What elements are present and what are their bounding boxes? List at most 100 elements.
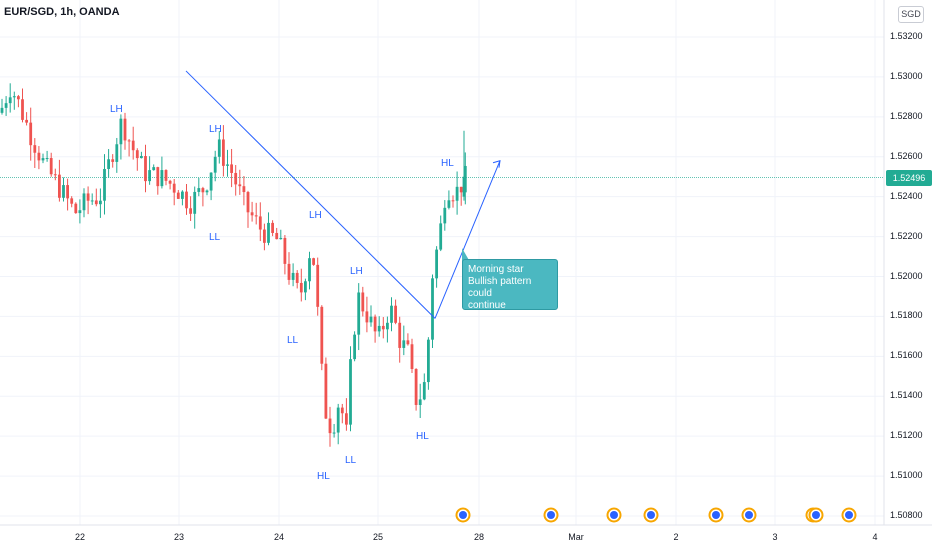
candle-body <box>152 167 156 171</box>
swing-label: HL <box>441 157 454 169</box>
candle <box>21 88 24 123</box>
candle-body <box>90 200 94 202</box>
candle <box>140 151 143 159</box>
event-marker[interactable] <box>543 507 559 523</box>
event-marker-core <box>712 511 720 519</box>
event-marker-core <box>647 511 655 519</box>
candle <box>127 138 131 157</box>
candle-body <box>418 399 422 405</box>
candle <box>74 202 78 214</box>
candle-body <box>390 305 393 323</box>
candle <box>267 212 270 246</box>
candle <box>17 94 20 108</box>
candle <box>115 137 119 173</box>
candle <box>25 112 28 126</box>
candle-body <box>181 191 184 199</box>
candle-body <box>283 237 287 264</box>
candle <box>234 165 238 196</box>
candle-body <box>168 180 172 184</box>
candle <box>439 215 443 252</box>
swing-label: HL <box>317 471 330 483</box>
candle-body <box>455 186 459 201</box>
candle <box>152 164 156 171</box>
candle <box>369 305 373 327</box>
swing-label: LL <box>345 455 357 467</box>
candle <box>148 156 151 185</box>
candle <box>345 398 348 431</box>
candle-body <box>365 311 369 323</box>
date-tick-label: 3 <box>772 532 778 542</box>
price-tick-label: 1.52800 <box>890 110 923 121</box>
candle <box>144 144 147 193</box>
event-marker[interactable] <box>741 507 757 523</box>
event-marker-core <box>812 511 820 519</box>
candle-body <box>254 215 258 217</box>
event-marker[interactable] <box>455 507 471 523</box>
candle-body <box>53 174 57 176</box>
callout-note[interactable]: Morning star Bullish pattern could conti… <box>462 259 558 311</box>
candle-body <box>29 122 33 146</box>
candle <box>357 283 361 351</box>
candle <box>53 168 57 181</box>
candle-body <box>267 222 270 243</box>
candle <box>287 252 291 285</box>
candle-body <box>263 229 266 243</box>
price-tick-label: 1.53200 <box>890 31 923 41</box>
price-tick-label: 1.51800 <box>890 310 923 321</box>
candle <box>99 188 102 218</box>
candle <box>185 183 188 215</box>
candle <box>8 83 12 113</box>
candle <box>328 406 332 447</box>
candle-body <box>135 150 139 159</box>
candle <box>217 131 221 164</box>
candle-body <box>70 198 74 204</box>
candle-body <box>451 200 455 202</box>
swing-label: LH <box>350 265 363 277</box>
candle-body <box>0 107 4 113</box>
candle-body <box>78 210 82 214</box>
candle <box>462 130 466 201</box>
event-marker[interactable] <box>808 507 824 523</box>
candle-body <box>197 188 201 192</box>
candle <box>431 274 434 348</box>
candle-body <box>66 185 69 199</box>
candle <box>94 188 98 207</box>
candle-body <box>193 191 197 214</box>
candle-body <box>144 156 147 182</box>
candle <box>381 317 385 339</box>
candle <box>295 270 299 289</box>
candle <box>131 126 135 160</box>
candle-body <box>209 172 213 191</box>
candle-body <box>21 99 24 120</box>
candle <box>12 91 16 110</box>
event-marker[interactable] <box>606 507 622 523</box>
candle-body <box>172 183 176 193</box>
symbol-title[interactable]: EUR/SGD, 1h, OANDA <box>4 6 120 18</box>
candle-body <box>279 237 283 240</box>
candle-body <box>447 200 451 208</box>
candle <box>119 114 123 160</box>
candle-body <box>271 222 274 233</box>
candle-body <box>74 203 78 214</box>
candle-body <box>8 97 12 104</box>
event-marker[interactable] <box>841 507 857 523</box>
event-marker[interactable] <box>643 507 659 523</box>
candle-body <box>246 192 250 213</box>
candle <box>193 186 197 229</box>
candle-body <box>299 282 303 293</box>
candle-body <box>238 184 242 187</box>
candle-body <box>275 232 279 240</box>
currency-badge[interactable]: SGD <box>898 6 924 23</box>
candle-body <box>103 168 106 201</box>
event-marker[interactable] <box>708 507 724 523</box>
candle <box>283 235 287 275</box>
candle-body <box>414 368 418 405</box>
projection-arrow <box>434 160 501 319</box>
date-tick-label: 2 <box>673 532 679 542</box>
candle-body <box>353 334 356 360</box>
candle <box>222 125 225 177</box>
candle-body <box>328 418 332 434</box>
candle-body <box>226 164 229 166</box>
